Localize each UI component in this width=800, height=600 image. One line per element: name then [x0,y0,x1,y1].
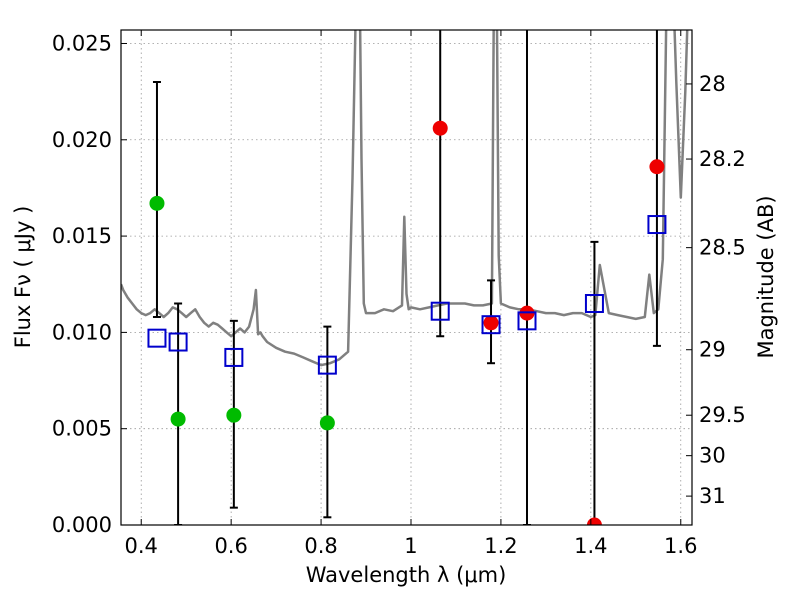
model-photometry-layer [147,215,667,375]
x-tick-label: 1 [404,534,417,558]
model-photometry-point [147,328,167,348]
tick-labels: 0.4 0.6 0.8 1 1.2 1.4 1.6 0.000 0.005 0.010 0.015 0… [52,31,746,558]
model-photometry-point [224,347,244,367]
model-photometry-point [584,294,604,314]
y-axis-title: Flux Fν ( μJy ) [11,206,35,349]
x-tick-label: 1.6 [664,534,697,558]
magnitude-tick-label: 30 [699,444,726,468]
observed-ir-point [649,159,665,175]
y-tick-label: 0.010 [52,320,112,344]
model-photometry-point [317,355,337,375]
x-axis-title: Wavelength λ (μm) [306,563,507,587]
sed-model-line [121,30,689,367]
y-tick-label: 0.015 [52,224,112,248]
magnitude-axis-title: Magnitude (AB) [754,195,778,358]
observed-optical-point [149,195,165,211]
model-photometry-point [481,315,501,335]
magnitude-tick-label: 28.5 [699,236,746,260]
observed-ir-point [483,315,499,331]
model-photometry-point [517,311,537,331]
magnitude-tick-label: 29 [699,338,726,362]
magnitude-tick-label: 28 [699,72,726,96]
sed-model-layer [121,30,689,367]
x-tick-label: 1.2 [484,534,517,558]
magnitude-tick-label: 29.5 [699,403,746,427]
observed-ir-point [432,120,448,136]
plot-frame [120,29,693,526]
x-tick-label: 0.6 [214,534,247,558]
observed-optical-point [319,415,335,431]
y-tick-label: 0.005 [52,417,112,441]
model-photometry-point [647,215,667,235]
observed-optical-point [170,411,186,427]
model-photometry-point [168,332,188,352]
model-photometry-point [430,301,450,321]
x-tick-label: 0.8 [304,534,337,558]
y-tick-label: 0.020 [52,128,112,152]
magnitude-tick-label: 31 [699,484,726,508]
x-tick-label: 0.4 [125,534,158,558]
y-tick-label: 0.025 [52,31,112,55]
tick-marks [121,30,692,526]
y-tick-label: 0.000 [52,513,112,537]
magnitude-tick-label: 28.2 [699,147,746,171]
observed-optical-point [226,407,242,423]
x-tick-label: 1.4 [574,534,607,558]
